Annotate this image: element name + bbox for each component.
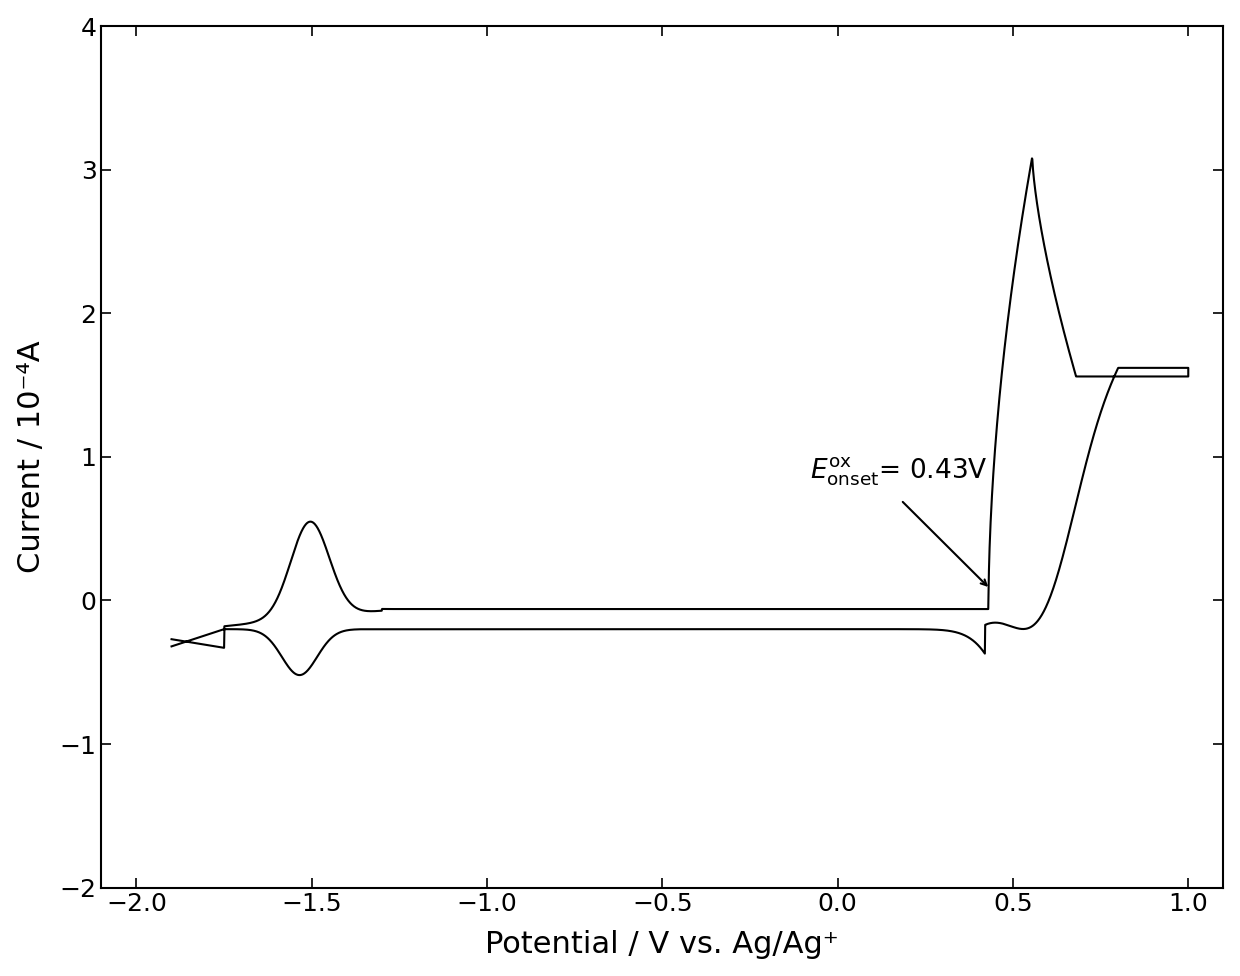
X-axis label: Potential / V vs. Ag/Ag⁺: Potential / V vs. Ag/Ag⁺ [486, 930, 839, 959]
Text: $E_{\mathrm{onset}}^{\mathrm{ox}}$= 0.43V: $E_{\mathrm{onset}}^{\mathrm{ox}}$= 0.43… [810, 456, 987, 488]
Y-axis label: Current / 10⁻⁴A: Current / 10⁻⁴A [16, 341, 46, 573]
